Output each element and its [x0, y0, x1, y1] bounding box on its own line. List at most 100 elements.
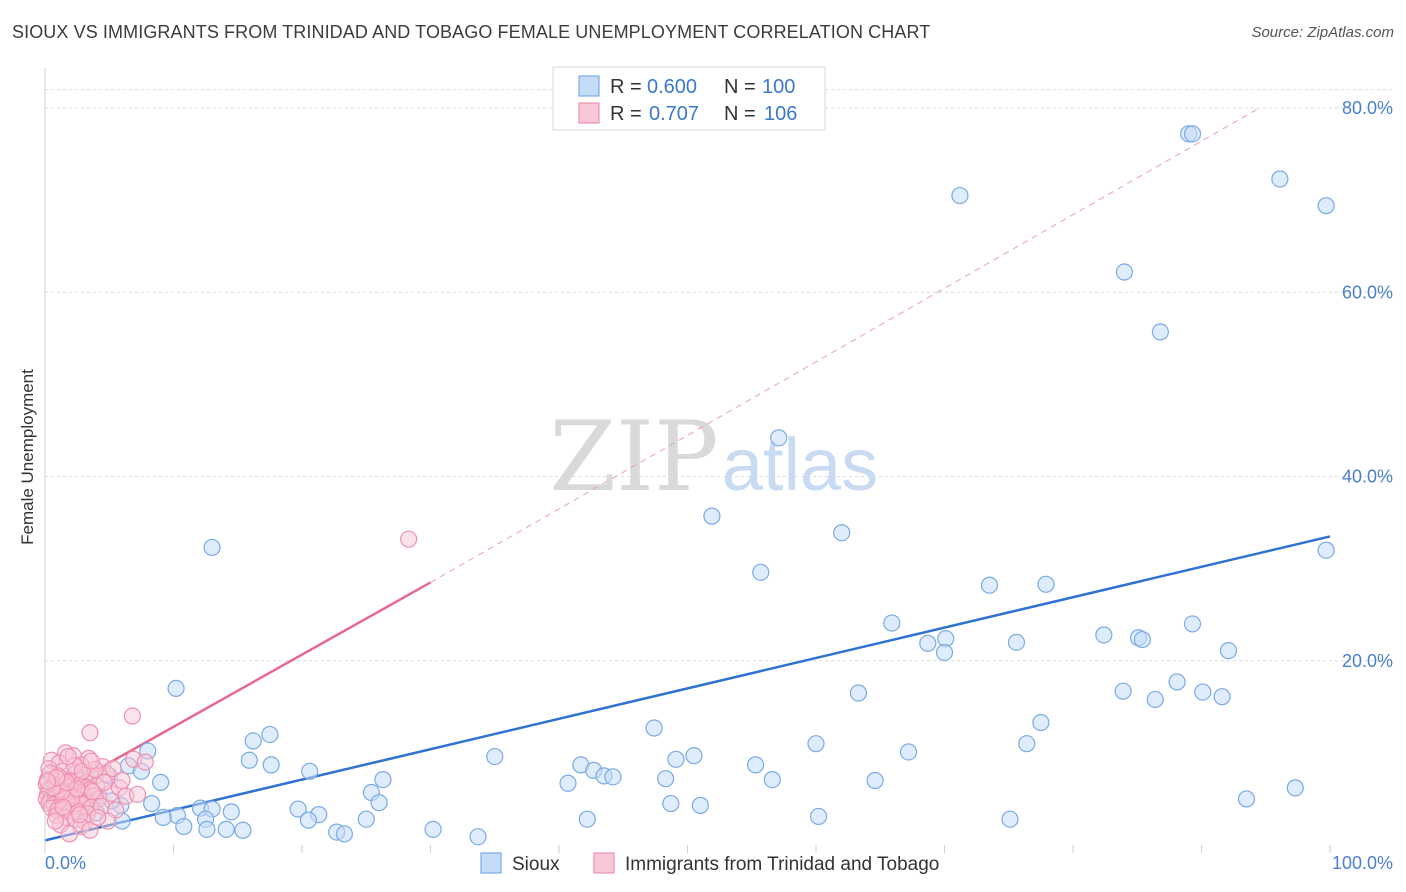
- data-point-sioux: [1286, 779, 1304, 797]
- trinidad-points: [37, 530, 418, 843]
- data-point-sioux: [469, 828, 487, 846]
- data-point-trinidad: [95, 773, 113, 791]
- y-axis-title: Female Unemployment: [18, 369, 37, 545]
- data-point-sioux: [1095, 626, 1113, 644]
- data-point-sioux: [301, 762, 319, 780]
- watermark-zip: ZIP: [549, 401, 718, 513]
- data-point-trinidad: [123, 707, 141, 725]
- data-point-trinidad: [82, 752, 100, 770]
- x-tick-label-min: 0.0%: [45, 853, 86, 873]
- data-point-sioux: [604, 768, 622, 786]
- data-point-sioux: [899, 743, 918, 761]
- data-point-sioux: [657, 770, 675, 788]
- bottom-legend: Sioux Immigrants from Trinidad and Tobag…: [480, 852, 939, 875]
- data-point-sioux: [1115, 263, 1134, 281]
- data-point-sioux: [883, 614, 901, 632]
- data-point-sioux: [262, 756, 280, 774]
- data-point-trinidad: [81, 821, 99, 839]
- data-point-sioux: [685, 747, 703, 765]
- data-point-sioux: [370, 794, 388, 812]
- data-point-trinidad: [136, 753, 154, 771]
- data-point-sioux: [1133, 630, 1151, 649]
- data-point-sioux: [1271, 170, 1289, 188]
- data-point-sioux: [1114, 682, 1132, 700]
- data-point-sioux: [1151, 323, 1169, 341]
- data-point-sioux: [143, 794, 161, 813]
- grid-lines: [45, 89, 1392, 662]
- bottom-legend-label-sioux: Sioux: [512, 854, 560, 875]
- data-point-sioux: [1018, 735, 1036, 753]
- legend-n-value-trinidad: 106: [764, 103, 797, 125]
- data-point-sioux: [234, 821, 252, 839]
- trendline-trinidad-extrapolated: [430, 107, 1260, 583]
- data-point-sioux: [335, 825, 354, 843]
- data-point-sioux: [203, 538, 221, 557]
- data-point-sioux: [763, 770, 781, 789]
- data-point-sioux: [299, 811, 318, 829]
- data-point-trinidad: [89, 808, 107, 826]
- data-point-sioux: [1146, 690, 1164, 709]
- data-point-sioux: [1183, 615, 1202, 633]
- data-point-sioux: [154, 808, 172, 826]
- legend-r-label-sioux: R =: [610, 76, 642, 98]
- data-point-sioux: [217, 820, 235, 838]
- x-tick-label-max: 100.0%: [1332, 853, 1393, 873]
- data-point-sioux: [662, 794, 680, 813]
- y-tick-label: 60.0%: [1342, 282, 1393, 302]
- data-point-sioux: [935, 643, 954, 662]
- bottom-legend-swatch-trinidad: [593, 852, 615, 874]
- data-point-sioux: [1001, 810, 1019, 828]
- data-point-sioux: [578, 810, 596, 828]
- data-point-sioux: [289, 800, 307, 818]
- data-point-sioux: [1183, 125, 1202, 143]
- y-tick-label: 40.0%: [1342, 467, 1393, 487]
- data-point-trinidad: [128, 785, 147, 803]
- data-point-sioux: [703, 507, 721, 525]
- data-point-sioux: [807, 735, 825, 753]
- data-point-sioux: [691, 796, 709, 814]
- data-point-sioux: [645, 719, 663, 737]
- watermark-atlas: atlas: [722, 423, 878, 506]
- legend-r-value-sioux: 0.600: [647, 76, 697, 98]
- data-point-sioux: [752, 563, 770, 581]
- data-point-sioux: [1219, 642, 1238, 660]
- data-point-trinidad: [113, 771, 131, 790]
- axes: 20.0% 40.0% 60.0% 80.0% 0.0% 100.0%: [44, 68, 1393, 873]
- legend-n-label-sioux: N =: [724, 76, 756, 98]
- source-label: Source: ZipAtlas.com: [1251, 24, 1394, 41]
- data-point-sioux: [222, 803, 240, 821]
- data-point-sioux: [175, 817, 193, 836]
- data-point-sioux: [1237, 790, 1256, 808]
- data-point-trinidad: [54, 798, 72, 816]
- data-point-trinidad: [400, 530, 418, 548]
- data-point-sioux: [1032, 713, 1050, 732]
- legend-n-label-trinidad: N =: [724, 103, 756, 125]
- data-point-sioux: [1317, 197, 1335, 215]
- bottom-legend-label-trinidad: Immigrants from Trinidad and Tobago: [625, 854, 939, 875]
- data-point-sioux: [951, 186, 969, 205]
- data-point-sioux: [1037, 575, 1055, 593]
- data-point-trinidad: [83, 782, 102, 801]
- data-point-sioux: [167, 679, 185, 698]
- data-point-sioux: [244, 732, 262, 750]
- data-point-sioux: [486, 747, 504, 766]
- legend-swatch-sioux: [578, 75, 600, 97]
- data-point-sioux: [1007, 633, 1026, 651]
- data-point-sioux: [424, 820, 442, 838]
- data-point-sioux: [374, 770, 392, 789]
- trendline-sioux: [44, 535, 1331, 842]
- data-point-sioux: [240, 751, 258, 769]
- data-point-sioux: [1317, 541, 1335, 559]
- data-point-sioux: [198, 820, 216, 838]
- bottom-legend-swatch-sioux: [480, 852, 502, 874]
- data-point-sioux: [667, 750, 685, 768]
- data-point-sioux: [559, 774, 577, 792]
- data-point-sioux: [919, 634, 937, 652]
- data-point-trinidad: [60, 825, 79, 843]
- data-point-sioux: [809, 807, 828, 826]
- y-tick-label: 80.0%: [1342, 98, 1393, 118]
- data-point-sioux: [1194, 683, 1212, 701]
- data-point-sioux: [1168, 673, 1186, 691]
- watermark: ZIP atlas: [549, 401, 878, 513]
